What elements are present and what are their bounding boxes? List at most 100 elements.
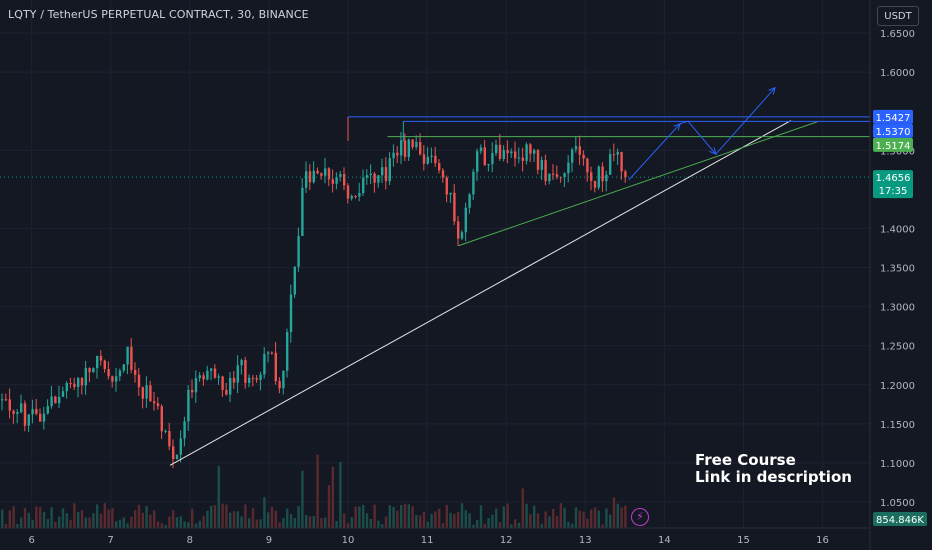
candle-body — [567, 162, 570, 174]
candle-body — [388, 158, 391, 182]
volume-bar — [267, 512, 270, 528]
candle-body — [80, 378, 84, 386]
candle-body — [297, 235, 300, 267]
volume-bar — [506, 503, 509, 528]
volume-bar — [567, 521, 570, 528]
arrowhead — [673, 122, 681, 131]
chart-title: LQTY / TetherUS PERPETUAL CONTRACT, 30, … — [8, 8, 309, 21]
arrowhead — [768, 86, 776, 95]
candle-body — [183, 421, 186, 439]
volume-bar — [365, 513, 369, 528]
candle-body — [624, 171, 627, 178]
candle-body — [248, 377, 251, 383]
volume-bar — [16, 523, 19, 528]
candle-body — [305, 171, 308, 188]
candle-body — [50, 396, 53, 407]
volume-bar — [350, 517, 353, 528]
candle-body — [468, 194, 471, 208]
candle-body — [521, 157, 524, 161]
candle-body — [510, 151, 513, 154]
volume-bar — [411, 506, 414, 528]
candle-body — [65, 383, 68, 392]
candle-body — [487, 164, 490, 166]
volume-bar — [270, 506, 274, 528]
volume-bar — [582, 511, 585, 528]
y-tick-label: 1.0500 — [880, 498, 915, 509]
volume-bar — [308, 516, 312, 528]
volume-bar — [145, 505, 148, 528]
volume-bar — [4, 523, 8, 528]
volume-bar — [65, 513, 68, 528]
volume-bar — [187, 522, 190, 528]
volume-bar — [99, 513, 103, 528]
volume-bar — [289, 514, 293, 528]
volume-bar — [168, 516, 171, 528]
volume-bar — [324, 517, 327, 528]
volume-bar — [343, 513, 346, 528]
x-tick-label: 11 — [421, 535, 434, 546]
candle-body — [58, 396, 61, 404]
volume-bar — [502, 506, 505, 528]
candle-body — [118, 370, 122, 377]
candle-body — [320, 173, 323, 176]
price-label-tag — [873, 109, 913, 124]
candle-body — [381, 167, 384, 176]
volume-bar — [464, 510, 467, 528]
volume-bar — [422, 511, 426, 528]
volume-bar — [620, 507, 623, 528]
volume-bar — [536, 513, 540, 528]
candle-body — [331, 179, 334, 184]
volume-bar — [80, 510, 84, 528]
volume-bar — [293, 517, 296, 528]
candle-body — [555, 174, 559, 178]
volume-bar — [96, 504, 99, 528]
candle-body — [61, 391, 65, 397]
candle-body — [46, 406, 49, 414]
candle-body — [308, 171, 312, 183]
candle-body — [586, 158, 589, 173]
volume-bar — [403, 503, 407, 528]
y-tick-label: 1.4000 — [880, 224, 915, 235]
volume-bar — [415, 515, 418, 528]
price-label-tag — [873, 137, 913, 152]
candle-body — [115, 376, 118, 382]
candle-body — [206, 370, 209, 380]
candle-body — [563, 173, 566, 178]
volume-label-tag — [873, 512, 927, 526]
candle-body — [270, 352, 274, 354]
volume-bar — [255, 519, 258, 528]
trend-line — [458, 120, 819, 247]
candle-body — [582, 154, 585, 159]
volume-bar — [354, 506, 357, 528]
candle-body — [609, 154, 612, 175]
candle-body — [130, 346, 133, 370]
candle-body — [153, 401, 156, 404]
currency-button[interactable]: USDT — [877, 6, 919, 26]
volume-bar — [525, 503, 528, 528]
volume-bar — [339, 461, 342, 528]
candle-body — [449, 192, 452, 195]
volume-bar — [487, 518, 490, 528]
x-tick-label: 9 — [266, 535, 272, 546]
candle-body — [229, 377, 232, 395]
volume-bar — [540, 523, 543, 528]
candle-body — [194, 378, 198, 393]
candle-body — [327, 168, 331, 180]
volume-bar — [137, 504, 141, 528]
candle-body — [23, 403, 27, 426]
x-tick-label: 13 — [579, 535, 592, 546]
volume-bar — [73, 503, 76, 528]
candle-body — [8, 399, 11, 411]
candle-body — [251, 377, 255, 379]
candle-body — [198, 375, 201, 379]
volume-bar — [312, 515, 315, 528]
candle-body — [529, 144, 532, 154]
trend-line — [169, 120, 792, 466]
lightning-icon[interactable]: ⚡ — [631, 508, 649, 526]
volume-bar — [369, 518, 372, 528]
candle-body — [354, 196, 357, 198]
volume-bar — [282, 517, 285, 528]
volume-bar — [460, 503, 464, 528]
candle-body — [430, 155, 433, 157]
